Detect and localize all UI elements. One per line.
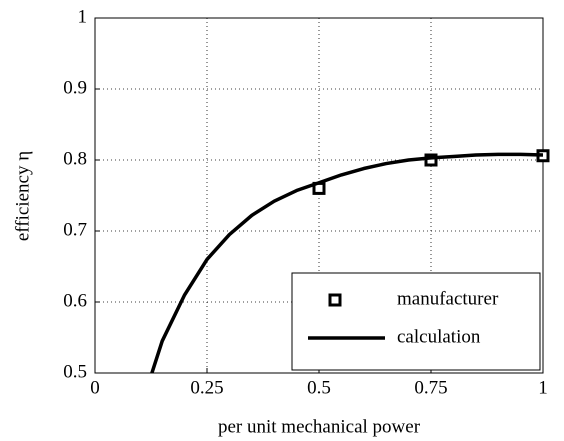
y-tick-label: 0.7: [63, 219, 87, 240]
x-axis-label: per unit mechanical power: [218, 416, 421, 437]
legend-box: [291, 272, 541, 371]
y-tick-label: 1: [78, 6, 88, 27]
y-tick-label: 0.5: [63, 361, 87, 382]
x-tick-label: 0.5: [307, 377, 331, 398]
legend-label: manufacturer: [397, 288, 499, 309]
y-tick-label: 0.9: [63, 77, 87, 98]
legend-label: calculation: [397, 326, 481, 347]
legend-marker: [328, 293, 342, 307]
plot-frame: [94, 17, 544, 374]
y-tick-label: 0.8: [63, 148, 87, 169]
y-axis-label: efficiency η: [12, 151, 33, 241]
y-tick-label: 0.6: [63, 290, 87, 311]
x-tick-label: 0.25: [190, 377, 223, 398]
x-tick-label: 1: [538, 377, 548, 398]
data-line: [150, 152, 543, 373]
x-tick-label: 0: [90, 377, 100, 398]
x-tick-label: 0.75: [414, 377, 447, 398]
